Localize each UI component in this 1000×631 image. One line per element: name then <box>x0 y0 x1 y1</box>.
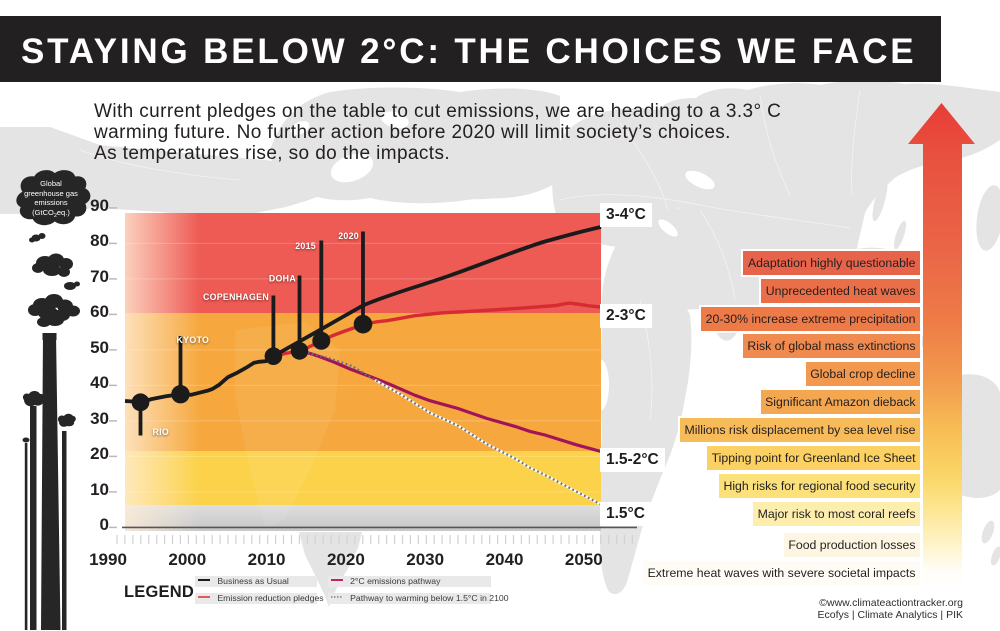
svg-text:2020: 2020 <box>338 231 359 241</box>
svg-text:DOHA: DOHA <box>269 274 296 284</box>
svg-text:KYOTO: KYOTO <box>177 335 210 345</box>
svg-text:RIO: RIO <box>153 427 170 437</box>
svg-text:2015: 2015 <box>295 241 316 251</box>
svg-text:COPENHAGEN: COPENHAGEN <box>203 292 269 302</box>
